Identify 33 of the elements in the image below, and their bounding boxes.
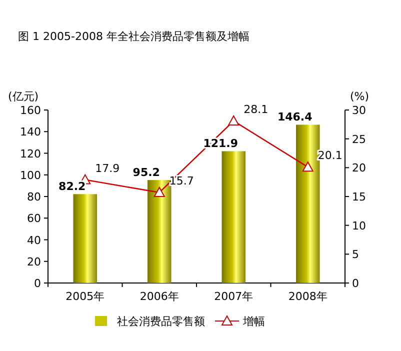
legend-label: 社会消费品零售额 [117, 315, 205, 328]
y-tick-label: 160 [20, 104, 41, 117]
y-tick-label: 0 [34, 277, 41, 290]
data-label: 17.9 [95, 162, 120, 175]
y-tick-label: 40 [27, 234, 41, 247]
y-tick-label: 100 [20, 168, 41, 182]
data-label: 95.2 [132, 166, 160, 180]
chart-title: 图 1 2005-2008 年全社会消费品零售额及增幅 [18, 30, 250, 43]
x-tick-label: 2008年 [288, 290, 328, 303]
y2-tick-label: 15 [352, 190, 366, 204]
y-axis-title: (亿元) [8, 90, 39, 103]
x-tick-label: 2005年 [66, 290, 105, 303]
y2-tick-label: 10 [352, 219, 366, 232]
x-tick-label: 2006年 [140, 290, 179, 303]
x-tick-label: 2007年 [214, 290, 254, 303]
y2-axis-title: (%) [350, 90, 370, 103]
data-label: 28.1 [244, 102, 268, 116]
y-tick-label: 80 [27, 190, 41, 204]
point [154, 186, 165, 197]
y2-tick-label: 25 [352, 132, 366, 146]
y-tick-label: 20 [27, 255, 41, 268]
y-tick-label: 120 [20, 147, 41, 160]
y-tick-label: 60 [27, 212, 41, 226]
y2-tick-label: 30 [352, 104, 366, 117]
y2-tick-label: 20 [352, 162, 366, 175]
point [228, 115, 240, 126]
point [302, 162, 314, 172]
data-label: 82.2 [58, 180, 86, 194]
y-tick-label: 140 [20, 126, 41, 139]
y2-tick-label: 5 [352, 248, 359, 262]
legend-label: 增幅 [242, 315, 265, 328]
data-label: 146.4 [277, 110, 313, 124]
y2-tick-label: 0 [352, 277, 359, 290]
